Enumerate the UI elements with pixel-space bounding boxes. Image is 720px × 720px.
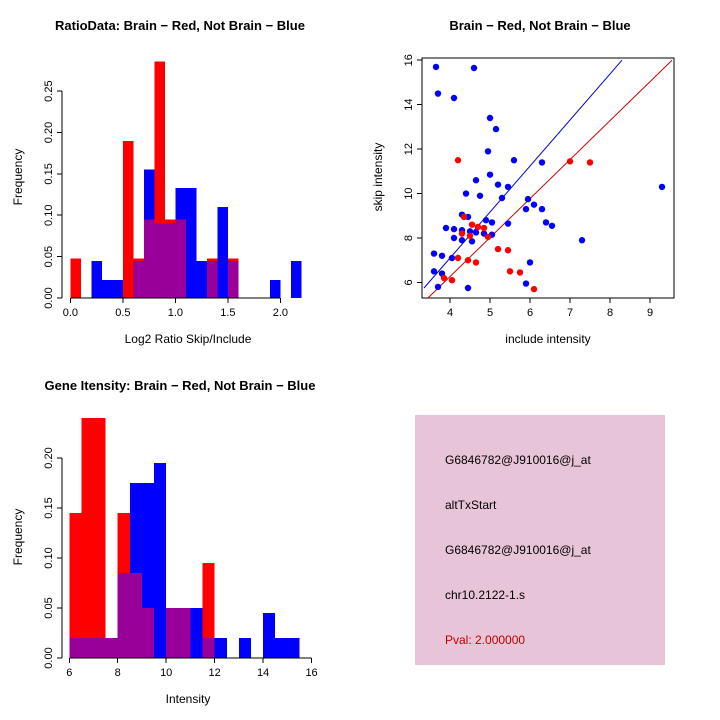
svg-text:16: 16 [305, 667, 317, 679]
svg-text:10: 10 [160, 667, 172, 679]
svg-text:1.0: 1.0 [168, 307, 183, 319]
svg-text:0.0: 0.0 [63, 307, 78, 319]
svg-text:0.20: 0.20 [43, 122, 55, 143]
info-pvalue: Pval: 2.000000 [445, 633, 526, 647]
gene-intensity-histogram-title: Gene Itensity: Brain − Red, Not Brain − … [44, 378, 316, 393]
gene-intensity-histogram-xlabel: Intensity [165, 692, 211, 706]
gene-intensity-histogram-plot: 6 8 10 12 14 16 0.00 0.05 0.10 0.15 0.20 [43, 418, 318, 679]
svg-text:0.25: 0.25 [43, 80, 55, 101]
info-event-type: altTxStart [445, 498, 497, 512]
intensity-scatter-title: Brain − Red, Not Brain − Blue [449, 18, 631, 33]
panel-ratio-histogram: 0.0 0.5 1.0 1.5 2.0 0.00 0.05 0.10 0.15 0.20 0.25 … [0, 0, 360, 360]
svg-text:2.0: 2.0 [273, 307, 288, 319]
ratio-histogram-xlabel: Log2 Ratio Skip/Include [124, 332, 252, 346]
svg-text:1.5: 1.5 [220, 307, 235, 319]
info-probe-id: G6846782@J910016@j_at [445, 453, 591, 467]
svg-text:8: 8 [403, 235, 415, 241]
svg-text:6: 6 [527, 307, 533, 319]
ratio-histogram-plot: 0.0 0.5 1.0 1.5 2.0 0.00 0.05 0.10 0.15 0.20 0.25 [43, 61, 302, 319]
svg-text:0.5: 0.5 [115, 307, 130, 319]
svg-text:0.05: 0.05 [43, 597, 55, 618]
panel-intensity-scatter: 4 5 6 7 8 9 6 8 10 12 14 16 Brain − Red, Not Brain … [360, 0, 720, 360]
svg-text:16: 16 [403, 54, 415, 66]
svg-text:0.15: 0.15 [43, 497, 55, 518]
svg-text:12: 12 [403, 143, 415, 155]
intensity-scatter-ylabel: skip intensity [371, 142, 385, 212]
ratio-histogram-title: RatioData: Brain − Red, Not Brain − Blue [55, 18, 305, 33]
info-probe-id-repeat: G6846782@J910016@j_at [445, 543, 591, 557]
gene-intensity-histogram-ylabel: Frequency [11, 508, 25, 566]
svg-text:12: 12 [209, 667, 221, 679]
panel-gene-intensity-histogram: 6 8 10 12 14 16 0.00 0.05 0.10 0.15 0.20 Gene Iten… [0, 360, 360, 720]
svg-text:7: 7 [567, 307, 573, 319]
svg-text:0.10: 0.10 [43, 205, 55, 226]
svg-text:0.00: 0.00 [43, 647, 55, 668]
svg-text:8: 8 [115, 667, 121, 679]
svg-text:5: 5 [487, 307, 493, 319]
svg-text:0.15: 0.15 [43, 163, 55, 184]
svg-text:14: 14 [403, 99, 415, 111]
svg-text:4: 4 [447, 307, 453, 319]
intensity-scatter-plot: 4 5 6 7 8 9 6 8 10 12 14 16 [403, 54, 675, 319]
svg-text:6: 6 [403, 279, 415, 285]
svg-text:14: 14 [257, 667, 269, 679]
info-box: G6846782@J910016@j_at altTxStart G684678… [415, 415, 665, 665]
svg-text:6: 6 [66, 667, 72, 679]
info-chromosome-location: chr10.2122-1.s [445, 588, 526, 602]
svg-text:0.00: 0.00 [43, 287, 55, 308]
svg-text:0.20: 0.20 [43, 447, 55, 468]
svg-text:0.10: 0.10 [43, 547, 55, 568]
svg-text:10: 10 [403, 187, 415, 199]
intensity-scatter-xlabel: include intensity [505, 332, 591, 346]
svg-text:9: 9 [647, 307, 653, 319]
panel-info: G6846782@J910016@j_at altTxStart G684678… [360, 360, 720, 720]
ratio-histogram-ylabel: Frequency [11, 148, 25, 206]
svg-text:0.05: 0.05 [43, 246, 55, 267]
svg-text:8: 8 [607, 307, 613, 319]
